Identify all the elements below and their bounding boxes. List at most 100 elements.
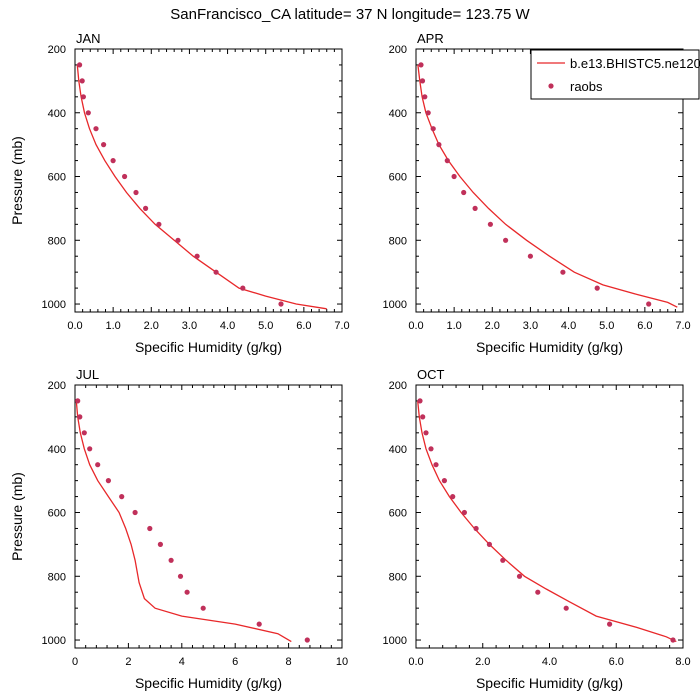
raobs-point (122, 173, 128, 180)
y-tick-label: 200 (48, 44, 66, 56)
raobs-point (119, 494, 125, 500)
legend: b.e13.BHISTC5.ne120 raobs (530, 49, 700, 100)
panels: JAN 0.0 1.0 2.0 3.0 4.0 5.0 6.0 7.0 200 400 600 800 1… (9, 31, 691, 691)
raobs-point (200, 605, 206, 611)
raobs-point (77, 62, 83, 68)
raobs-point (240, 285, 246, 291)
data-area (417, 398, 677, 643)
data-area (75, 398, 310, 643)
raobs-point (450, 494, 456, 500)
raobs-point (417, 398, 423, 404)
raobs-point (646, 301, 652, 307)
raobs-point (560, 269, 566, 275)
raobs-point (278, 301, 284, 307)
raobs-point (77, 414, 83, 420)
raobs-point (420, 414, 426, 420)
raobs-point (472, 205, 478, 211)
x-axis-label: Specific Humidity (g/kg) (135, 339, 282, 355)
raobs-point (304, 637, 310, 643)
model-series-line (417, 400, 677, 643)
legend-obs-label: raobs (570, 79, 603, 94)
raobs-point (194, 253, 200, 259)
raobs-point (177, 573, 184, 579)
raobs-point (422, 94, 428, 100)
raobs-point (81, 430, 87, 436)
raobs-point (147, 525, 153, 532)
x-tick-label: 1.0 (446, 320, 461, 332)
raobs-point (133, 189, 139, 196)
x-tick-label: 1.0 (105, 320, 120, 332)
y-axis-label: Pressure (mb) (9, 472, 25, 561)
x-tick-label: 4 (179, 656, 185, 668)
x-tick-label: 6.0 (637, 320, 652, 332)
x-axis-label: Specific Humidity (g/kg) (476, 675, 623, 691)
raobs-point (594, 285, 600, 291)
raobs-point (175, 237, 181, 243)
x-tick-label: 6.0 (296, 320, 311, 332)
y-tick-label: 200 (389, 380, 407, 392)
raobs-point (105, 478, 111, 484)
x-tick-label: 3.0 (523, 320, 538, 332)
model-series-line (75, 400, 292, 643)
raobs-point (156, 221, 162, 227)
raobs-point (461, 509, 467, 516)
panel-jan: JAN 0.0 1.0 2.0 3.0 4.0 5.0 6.0 7.0 200 400 600 800 1… (9, 31, 350, 355)
raobs-point (423, 430, 429, 436)
raobs-point (93, 126, 99, 132)
y-tick-label: 400 (48, 444, 66, 456)
raobs-point (184, 589, 190, 595)
x-tick-label: 6 (232, 656, 238, 668)
x-tick-label: 6.0 (609, 656, 624, 668)
model-series-line (76, 64, 327, 310)
raobs-point (428, 446, 434, 452)
data-area (417, 62, 678, 308)
raobs-point (486, 541, 492, 548)
raobs-point (607, 621, 613, 627)
y-tick-label: 600 (48, 508, 66, 520)
x-tick-label: 0.0 (408, 656, 423, 668)
y-tick-label: 1000 (383, 299, 407, 311)
x-tick-label: 0 (72, 656, 78, 668)
x-tick-label: 3.0 (182, 320, 197, 332)
raobs-point (516, 573, 523, 579)
raobs-point (75, 398, 81, 404)
x-tick-label: 2 (125, 656, 131, 668)
plot-frame (74, 384, 343, 649)
raobs-point (425, 110, 431, 116)
panel-title: JUL (76, 367, 99, 382)
raobs-point (563, 605, 569, 611)
raobs-point (527, 253, 534, 259)
raobs-point (85, 110, 91, 116)
y-tick-label: 600 (389, 508, 407, 520)
y-tick-label: 400 (48, 108, 66, 120)
raobs-point (487, 221, 493, 227)
x-tick-label: 0.0 (67, 320, 82, 332)
x-tick-label: 5.0 (258, 320, 273, 332)
y-tick-label: 400 (389, 108, 407, 120)
legend-model-label: b.e13.BHISTC5.ne120 (570, 56, 700, 71)
raobs-point (95, 462, 101, 468)
raobs-point (213, 269, 219, 275)
y-tick-label: 800 (389, 235, 407, 247)
y-tick-label: 600 (389, 172, 407, 184)
raobs-point (101, 142, 107, 148)
raobs-point (461, 189, 467, 196)
raobs-point (433, 462, 439, 468)
x-tick-label: 2.0 (144, 320, 159, 332)
y-tick-label: 1000 (383, 635, 407, 647)
figure-title: SanFrancisco_CA latitude= 37 N longitude… (170, 6, 530, 23)
panel-title: APR (417, 31, 444, 46)
y-tick-label: 800 (48, 571, 66, 583)
raobs-point (79, 78, 85, 84)
raobs-point (441, 478, 447, 484)
raobs-point (500, 557, 506, 563)
raobs-point (143, 205, 149, 211)
plot-frame (415, 48, 684, 313)
y-tick-label: 800 (389, 571, 407, 583)
model-series-line (417, 64, 678, 308)
panel-jul: JUL 0 2 4 6 8 10 200 400 600 800 1000 Specific Humid… (9, 367, 348, 691)
raobs-point (419, 78, 426, 84)
raobs-point (451, 173, 457, 180)
x-tick-label: 8.0 (675, 656, 690, 668)
x-tick-label: 5.0 (599, 320, 614, 332)
